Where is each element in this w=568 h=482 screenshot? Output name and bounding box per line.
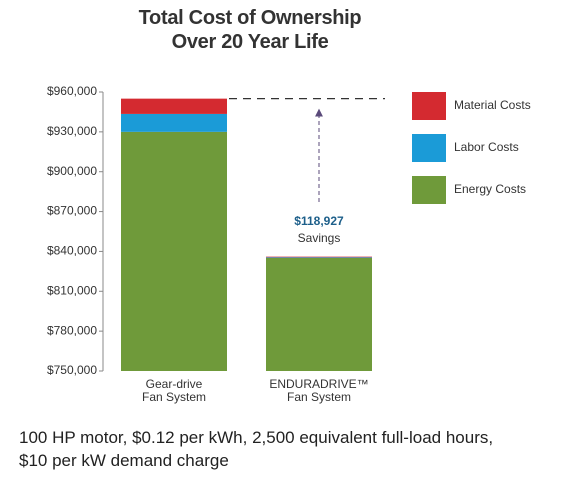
footnote: 100 HP motor, $0.12 per kWh, 2,500 equiv… bbox=[19, 428, 494, 470]
y-tick-label: $810,000 bbox=[47, 283, 97, 297]
legend-label: Material Costs bbox=[454, 98, 531, 112]
annotation-value: $118,927 bbox=[294, 214, 344, 228]
annotation-label: Savings bbox=[298, 231, 341, 245]
bar-segment bbox=[266, 257, 372, 258]
bar-segment bbox=[121, 98, 227, 114]
legend-swatch bbox=[412, 134, 446, 162]
y-tick-label: $750,000 bbox=[47, 363, 97, 377]
x-tick-label: Gear-drive Fan System bbox=[141, 377, 207, 404]
bar-segment bbox=[266, 257, 372, 371]
legend-label: Labor Costs bbox=[454, 140, 519, 154]
y-tick-label: $960,000 bbox=[47, 84, 97, 98]
y-tick-label: $930,000 bbox=[47, 124, 97, 138]
y-tick-label: $870,000 bbox=[47, 204, 97, 218]
y-tick-label: $780,000 bbox=[47, 323, 97, 337]
y-tick-label: $840,000 bbox=[47, 244, 97, 258]
bar-segment bbox=[121, 131, 227, 371]
legend-swatch bbox=[412, 92, 446, 120]
x-tick-label: ENDURADRIVE™ Fan System bbox=[269, 377, 369, 404]
legend-swatch bbox=[412, 176, 446, 204]
y-tick-label: $900,000 bbox=[47, 164, 97, 178]
chart-title: Total Cost of Ownership Over 20 Year Lif… bbox=[138, 7, 362, 53]
bar-segment bbox=[266, 256, 372, 258]
bar-segment bbox=[121, 113, 227, 132]
legend-label: Energy Costs bbox=[454, 182, 526, 196]
